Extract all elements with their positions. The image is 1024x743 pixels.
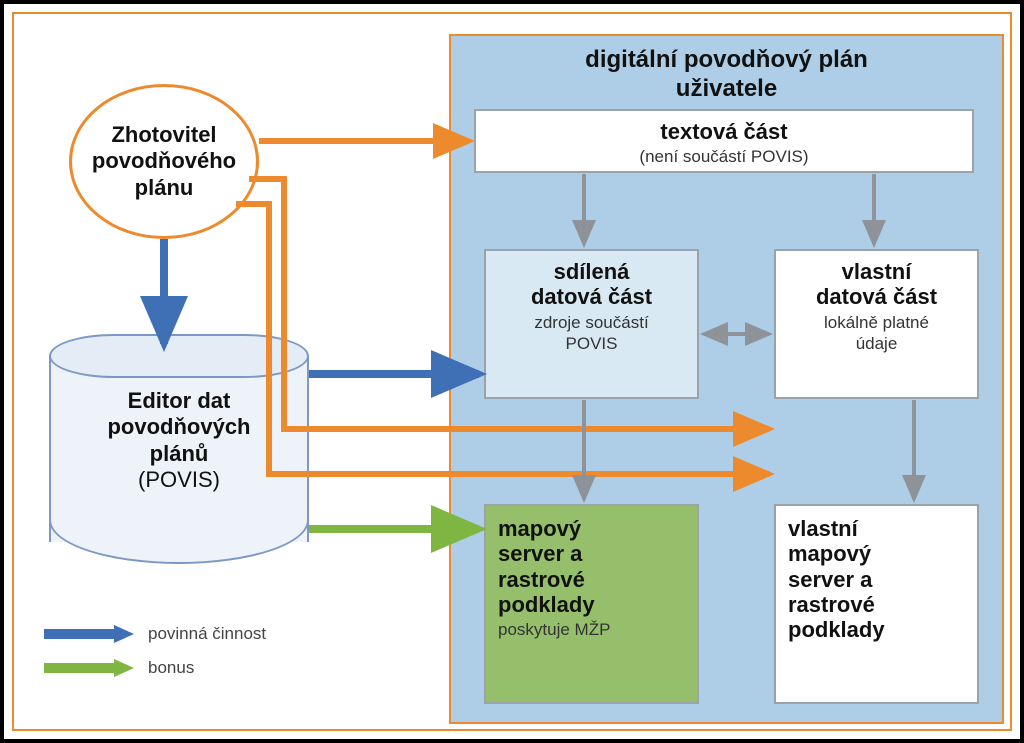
diagram-canvas: digitální povodňový plán uživatele texto… [14,14,1010,729]
arrow-zhotovitel-to-vlastni-map [236,204,769,474]
diagram-border: digitální povodňový plán uživatele texto… [12,12,1012,731]
arrows-layer [14,14,1014,733]
arrow-zhotovitel-to-vlastni-data [249,179,769,429]
outer-frame: digitální povodňový plán uživatele texto… [0,0,1024,743]
